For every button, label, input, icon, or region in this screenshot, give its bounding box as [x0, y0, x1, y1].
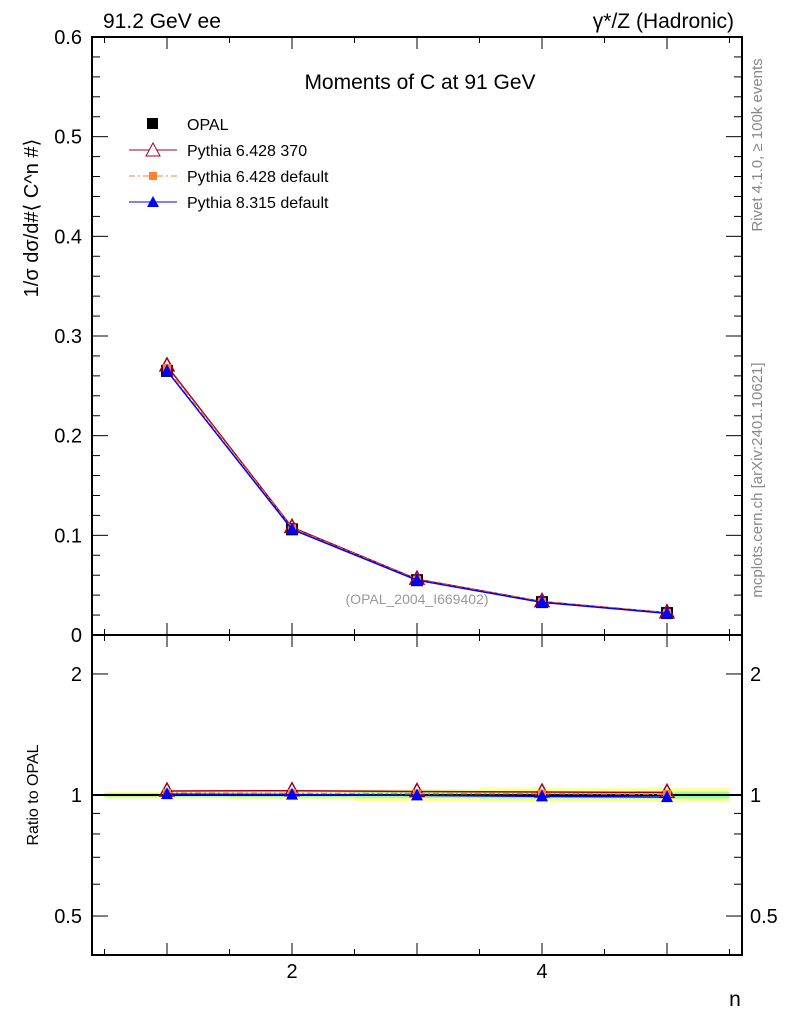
data-point	[536, 595, 548, 608]
y-tick-label: 0	[71, 625, 82, 647]
ratio-point	[536, 789, 548, 802]
ratio-point	[411, 788, 423, 801]
ratio-y-tick-label-right: 2	[750, 664, 761, 686]
ratio-point	[161, 787, 173, 800]
x-axis-label: n	[729, 988, 741, 1011]
x-tick-label: 4	[536, 961, 547, 983]
ratio-y-label: Ratio to OPAL	[25, 744, 42, 845]
x-tick-label: 2	[286, 961, 297, 983]
y-axis-label: 1/σ dσ/d#⟨ C^n #⟩	[21, 139, 43, 298]
data-point	[161, 363, 173, 376]
legend-label: Pythia 6.428 370	[187, 143, 307, 160]
ratio-point	[661, 790, 673, 803]
ratio-y-tick-label: 1	[71, 785, 82, 807]
legend-marker-p6-370	[145, 141, 161, 157]
legend-label: OPAL	[187, 117, 229, 134]
ratio-series-line	[166, 792, 668, 795]
legend: OPAL Pythia 6.428 370 Pythia 6.428 defau…	[129, 117, 329, 212]
data-point	[411, 573, 423, 586]
legend-marker-opal	[147, 118, 158, 129]
y-tick-label: 0.1	[54, 525, 82, 547]
y-tick-label: 0.6	[54, 27, 82, 49]
ratio-y-tick-label: 2	[71, 664, 82, 686]
legend-label: Pythia 8.315 default	[187, 195, 329, 212]
header-left: 91.2 GeV ee	[103, 10, 221, 33]
y-tick-label: 0.2	[54, 426, 82, 448]
mcplots-label: mcplots.cern.ch [arXiv:2401.10621]	[749, 362, 766, 597]
rivet-label: Rivet 4.1.0, ≥ 100k events	[749, 58, 766, 231]
ratio-y-tick-label: 0.5	[54, 906, 82, 928]
y-tick-label: 0.3	[54, 326, 82, 348]
ratio-y-tick-label-right: 0.5	[750, 906, 778, 928]
data-point	[661, 606, 673, 619]
data-point	[286, 522, 298, 535]
legend-marker-p8	[147, 196, 159, 207]
legend-label: Pythia 6.428 default	[187, 169, 329, 186]
watermark: (OPAL_2004_I669402)	[346, 591, 489, 607]
header-right: γ*/Z (Hadronic)	[593, 10, 734, 33]
ratio-y-tick-label-right: 1	[750, 785, 761, 807]
legend-marker-p6-default	[149, 172, 157, 180]
y-tick-label: 0.4	[54, 226, 82, 248]
chart-title: Moments of C at 91 GeV	[304, 71, 535, 94]
ratio-point	[286, 787, 298, 800]
y-tick-label: 0.5	[54, 127, 82, 149]
